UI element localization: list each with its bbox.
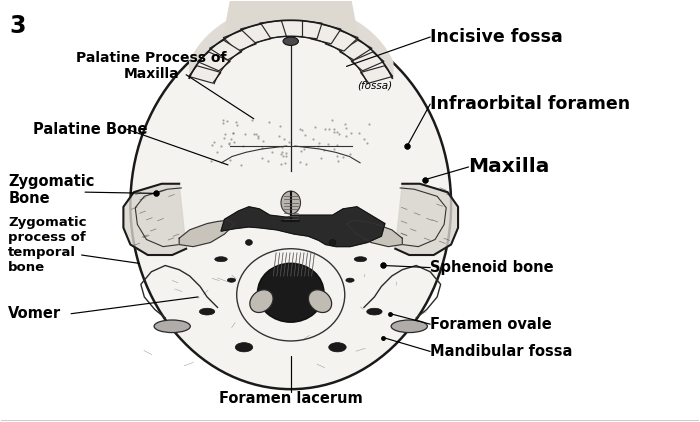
Text: Zygomatic
Bone: Zygomatic Bone	[8, 174, 95, 206]
Polygon shape	[279, 20, 302, 36]
Ellipse shape	[309, 290, 332, 313]
Text: Vomer: Vomer	[8, 306, 62, 321]
Text: Infraorbital foramen: Infraorbital foramen	[430, 95, 630, 113]
Ellipse shape	[258, 263, 324, 322]
Ellipse shape	[283, 37, 298, 46]
Ellipse shape	[367, 308, 382, 315]
Polygon shape	[189, 66, 221, 83]
Polygon shape	[221, 207, 385, 246]
Polygon shape	[179, 220, 235, 246]
Text: Mandibular fossa: Mandibular fossa	[430, 344, 573, 359]
Ellipse shape	[250, 290, 273, 313]
Ellipse shape	[228, 278, 236, 282]
Text: Foramen lacerum: Foramen lacerum	[219, 391, 363, 406]
Polygon shape	[311, 24, 341, 44]
Text: Zygomatic
process of
temporal
bone: Zygomatic process of temporal bone	[8, 216, 87, 273]
Ellipse shape	[329, 343, 346, 352]
Polygon shape	[395, 184, 458, 255]
Ellipse shape	[130, 20, 451, 389]
Ellipse shape	[235, 343, 253, 352]
Polygon shape	[340, 40, 372, 60]
Polygon shape	[241, 24, 271, 44]
Ellipse shape	[215, 257, 228, 262]
Polygon shape	[209, 40, 242, 60]
Ellipse shape	[246, 240, 253, 245]
Polygon shape	[295, 21, 322, 39]
Ellipse shape	[346, 278, 354, 282]
Ellipse shape	[329, 240, 336, 245]
Text: Palatine Process of
Maxilla: Palatine Process of Maxilla	[76, 51, 227, 81]
Polygon shape	[223, 30, 256, 51]
Text: Sphenoid bone: Sphenoid bone	[430, 260, 554, 275]
Ellipse shape	[391, 320, 428, 333]
Polygon shape	[123, 184, 186, 255]
Polygon shape	[346, 220, 402, 246]
Text: Incisive fossa: Incisive fossa	[430, 28, 563, 46]
Polygon shape	[360, 66, 393, 83]
Polygon shape	[351, 52, 384, 71]
Ellipse shape	[154, 320, 190, 333]
Ellipse shape	[199, 308, 215, 315]
Polygon shape	[260, 21, 286, 39]
Text: 3: 3	[10, 14, 27, 38]
Ellipse shape	[281, 191, 300, 214]
Text: Palatine Bone: Palatine Bone	[33, 122, 147, 137]
Ellipse shape	[354, 257, 367, 262]
Polygon shape	[197, 52, 230, 71]
Text: Foramen ovale: Foramen ovale	[430, 316, 552, 332]
Text: (fossa): (fossa)	[357, 80, 392, 90]
Polygon shape	[326, 30, 358, 51]
Text: Maxilla: Maxilla	[468, 157, 550, 176]
Polygon shape	[214, 0, 368, 84]
